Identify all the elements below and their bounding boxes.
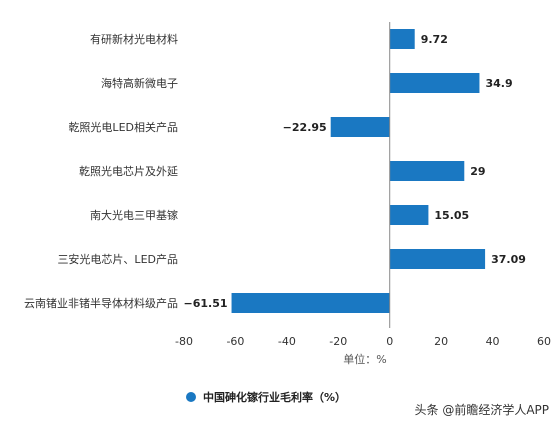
value-label-5: 15.05 — [434, 209, 469, 222]
source-watermark-text: 头条 @前瞻经济学人APP — [415, 402, 550, 417]
category-label-1: 有研新材光电材料 — [90, 32, 178, 46]
source-watermark: 头条 @前瞻经济学人APP — [415, 402, 550, 417]
x-axis-unit-label: 单位：% — [343, 352, 386, 366]
category-label-6: 三安光电芯片、LED产品 — [57, 252, 178, 266]
value-label-7: −61.51 — [184, 297, 228, 310]
bar-4 — [389, 161, 465, 181]
value-label-6: 37.09 — [491, 253, 526, 266]
x-tick-label-3: -40 — [278, 335, 296, 348]
value-label-3: −22.95 — [283, 121, 327, 134]
x-tick-label-8: 60 — [537, 335, 551, 348]
category-label-2: 海特高新微电子 — [101, 76, 178, 90]
legend: 中国砷化镓行业毛利率（%） — [186, 390, 346, 404]
x-tick-label-6: 20 — [434, 335, 448, 348]
legend-marker — [186, 392, 196, 402]
value-label-2: 34.9 — [485, 77, 512, 90]
bar-5 — [389, 205, 429, 225]
x-tick-label-7: 40 — [486, 335, 500, 348]
category-label-4: 乾照光电芯片及外延 — [79, 164, 178, 178]
bar-1 — [389, 29, 415, 49]
x-tick-labels: -80 -60 -40 -20 0 20 40 60 — [175, 335, 551, 348]
value-labels: 9.72 34.9 −22.95 29 15.05 37.09 −61.51 — [184, 33, 526, 310]
bars-layer — [231, 29, 486, 313]
bar-3 — [330, 117, 390, 137]
value-label-4: 29 — [470, 165, 485, 178]
legend-label: 中国砷化镓行业毛利率（%） — [203, 390, 346, 404]
value-label-1: 9.72 — [421, 33, 448, 46]
category-label-7: 云南锗业非锗半导体材料级产品 — [24, 296, 178, 310]
category-labels: 有研新材光电材料海特高新微电子乾照光电LED相关产品乾照光电芯片及外延南大光电三… — [24, 32, 178, 310]
category-label-3: 乾照光电LED相关产品 — [68, 120, 178, 134]
bar-2 — [389, 73, 480, 93]
x-tick-label-4: -20 — [329, 335, 347, 348]
bar-6 — [389, 249, 486, 269]
bar-7 — [231, 293, 390, 313]
x-tick-label-1: -80 — [175, 335, 193, 348]
category-label-5: 南大光电三甲基镓 — [90, 208, 178, 222]
x-tick-label-5: 0 — [386, 335, 393, 348]
x-tick-label-2: -60 — [226, 335, 244, 348]
